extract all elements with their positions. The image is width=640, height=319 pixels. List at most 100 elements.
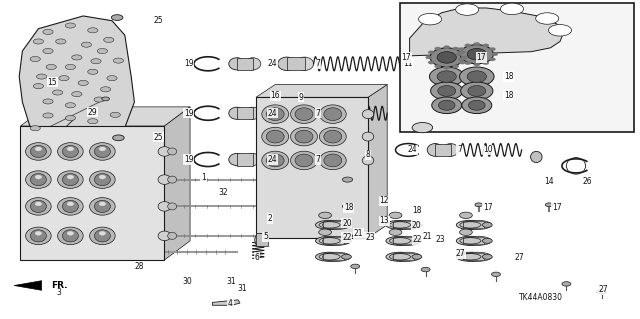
Ellipse shape xyxy=(296,107,314,120)
Ellipse shape xyxy=(95,230,111,242)
Circle shape xyxy=(461,56,468,59)
Polygon shape xyxy=(20,107,190,126)
Ellipse shape xyxy=(296,153,314,166)
Circle shape xyxy=(43,99,53,104)
Ellipse shape xyxy=(99,175,106,179)
Ellipse shape xyxy=(63,200,79,212)
Ellipse shape xyxy=(95,145,111,158)
Text: 22: 22 xyxy=(413,235,422,244)
Ellipse shape xyxy=(67,175,74,179)
Ellipse shape xyxy=(90,227,115,245)
Ellipse shape xyxy=(460,67,494,86)
Ellipse shape xyxy=(158,202,171,211)
Ellipse shape xyxy=(393,236,421,245)
Text: 18: 18 xyxy=(504,72,513,81)
Ellipse shape xyxy=(63,230,79,242)
Circle shape xyxy=(342,204,353,209)
Ellipse shape xyxy=(266,154,284,167)
Bar xyxy=(287,57,305,70)
Ellipse shape xyxy=(245,107,261,119)
Ellipse shape xyxy=(462,97,492,114)
Text: 7: 7 xyxy=(316,59,321,68)
Ellipse shape xyxy=(437,71,456,82)
Text: 31: 31 xyxy=(237,284,247,293)
Ellipse shape xyxy=(483,254,492,259)
Ellipse shape xyxy=(432,97,461,114)
Ellipse shape xyxy=(437,52,456,63)
Circle shape xyxy=(36,74,47,79)
Circle shape xyxy=(435,65,441,68)
Text: 24: 24 xyxy=(267,109,277,118)
Ellipse shape xyxy=(428,144,444,156)
Circle shape xyxy=(545,203,553,207)
Ellipse shape xyxy=(393,220,421,229)
Ellipse shape xyxy=(266,108,284,121)
Ellipse shape xyxy=(168,232,177,239)
Ellipse shape xyxy=(262,127,289,146)
Circle shape xyxy=(456,4,479,15)
Circle shape xyxy=(81,42,92,47)
Text: 11: 11 xyxy=(404,59,413,68)
Bar xyxy=(393,237,414,244)
Ellipse shape xyxy=(456,236,484,245)
Text: 9: 9 xyxy=(298,93,303,102)
Ellipse shape xyxy=(319,151,346,170)
Ellipse shape xyxy=(31,200,46,212)
Text: 23: 23 xyxy=(435,235,445,244)
Circle shape xyxy=(113,58,124,63)
Text: 19: 19 xyxy=(184,109,194,118)
Ellipse shape xyxy=(158,175,171,184)
Ellipse shape xyxy=(158,147,171,156)
Bar xyxy=(463,253,484,260)
Text: 31: 31 xyxy=(227,277,237,286)
Ellipse shape xyxy=(58,171,83,188)
Circle shape xyxy=(428,51,435,54)
Ellipse shape xyxy=(67,202,74,206)
Circle shape xyxy=(435,47,441,50)
Circle shape xyxy=(30,126,40,131)
Ellipse shape xyxy=(58,227,83,245)
Ellipse shape xyxy=(229,107,245,119)
Polygon shape xyxy=(164,107,190,260)
Ellipse shape xyxy=(324,154,342,167)
Text: 17: 17 xyxy=(483,203,493,212)
Text: 7: 7 xyxy=(457,145,462,154)
Circle shape xyxy=(30,56,40,62)
Text: 17: 17 xyxy=(401,53,412,62)
Circle shape xyxy=(412,122,433,133)
Ellipse shape xyxy=(324,108,342,121)
Ellipse shape xyxy=(429,67,464,86)
Ellipse shape xyxy=(90,143,115,160)
Bar xyxy=(287,153,305,166)
Text: 20: 20 xyxy=(411,221,421,230)
Circle shape xyxy=(460,212,472,219)
Bar xyxy=(393,253,414,260)
Circle shape xyxy=(389,212,402,219)
Circle shape xyxy=(319,212,332,219)
Text: 26: 26 xyxy=(582,177,593,186)
Text: 22: 22 xyxy=(342,233,351,242)
Text: 20: 20 xyxy=(342,219,352,228)
Ellipse shape xyxy=(393,252,421,261)
Ellipse shape xyxy=(245,58,261,70)
Ellipse shape xyxy=(58,197,83,215)
Text: 27: 27 xyxy=(456,249,466,258)
Ellipse shape xyxy=(438,85,456,96)
Ellipse shape xyxy=(431,82,463,100)
Circle shape xyxy=(465,62,471,65)
Text: 21: 21 xyxy=(354,229,363,238)
Circle shape xyxy=(421,267,430,272)
Ellipse shape xyxy=(460,45,493,64)
Ellipse shape xyxy=(291,105,317,123)
Ellipse shape xyxy=(324,130,342,143)
Text: 13: 13 xyxy=(379,216,389,225)
Ellipse shape xyxy=(463,252,492,261)
Ellipse shape xyxy=(168,176,177,183)
Ellipse shape xyxy=(90,197,115,215)
Ellipse shape xyxy=(278,57,296,70)
Text: 10: 10 xyxy=(483,145,493,154)
Text: 15: 15 xyxy=(47,78,58,87)
Circle shape xyxy=(548,25,572,36)
Text: 29: 29 xyxy=(88,108,98,117)
Bar xyxy=(323,237,344,244)
